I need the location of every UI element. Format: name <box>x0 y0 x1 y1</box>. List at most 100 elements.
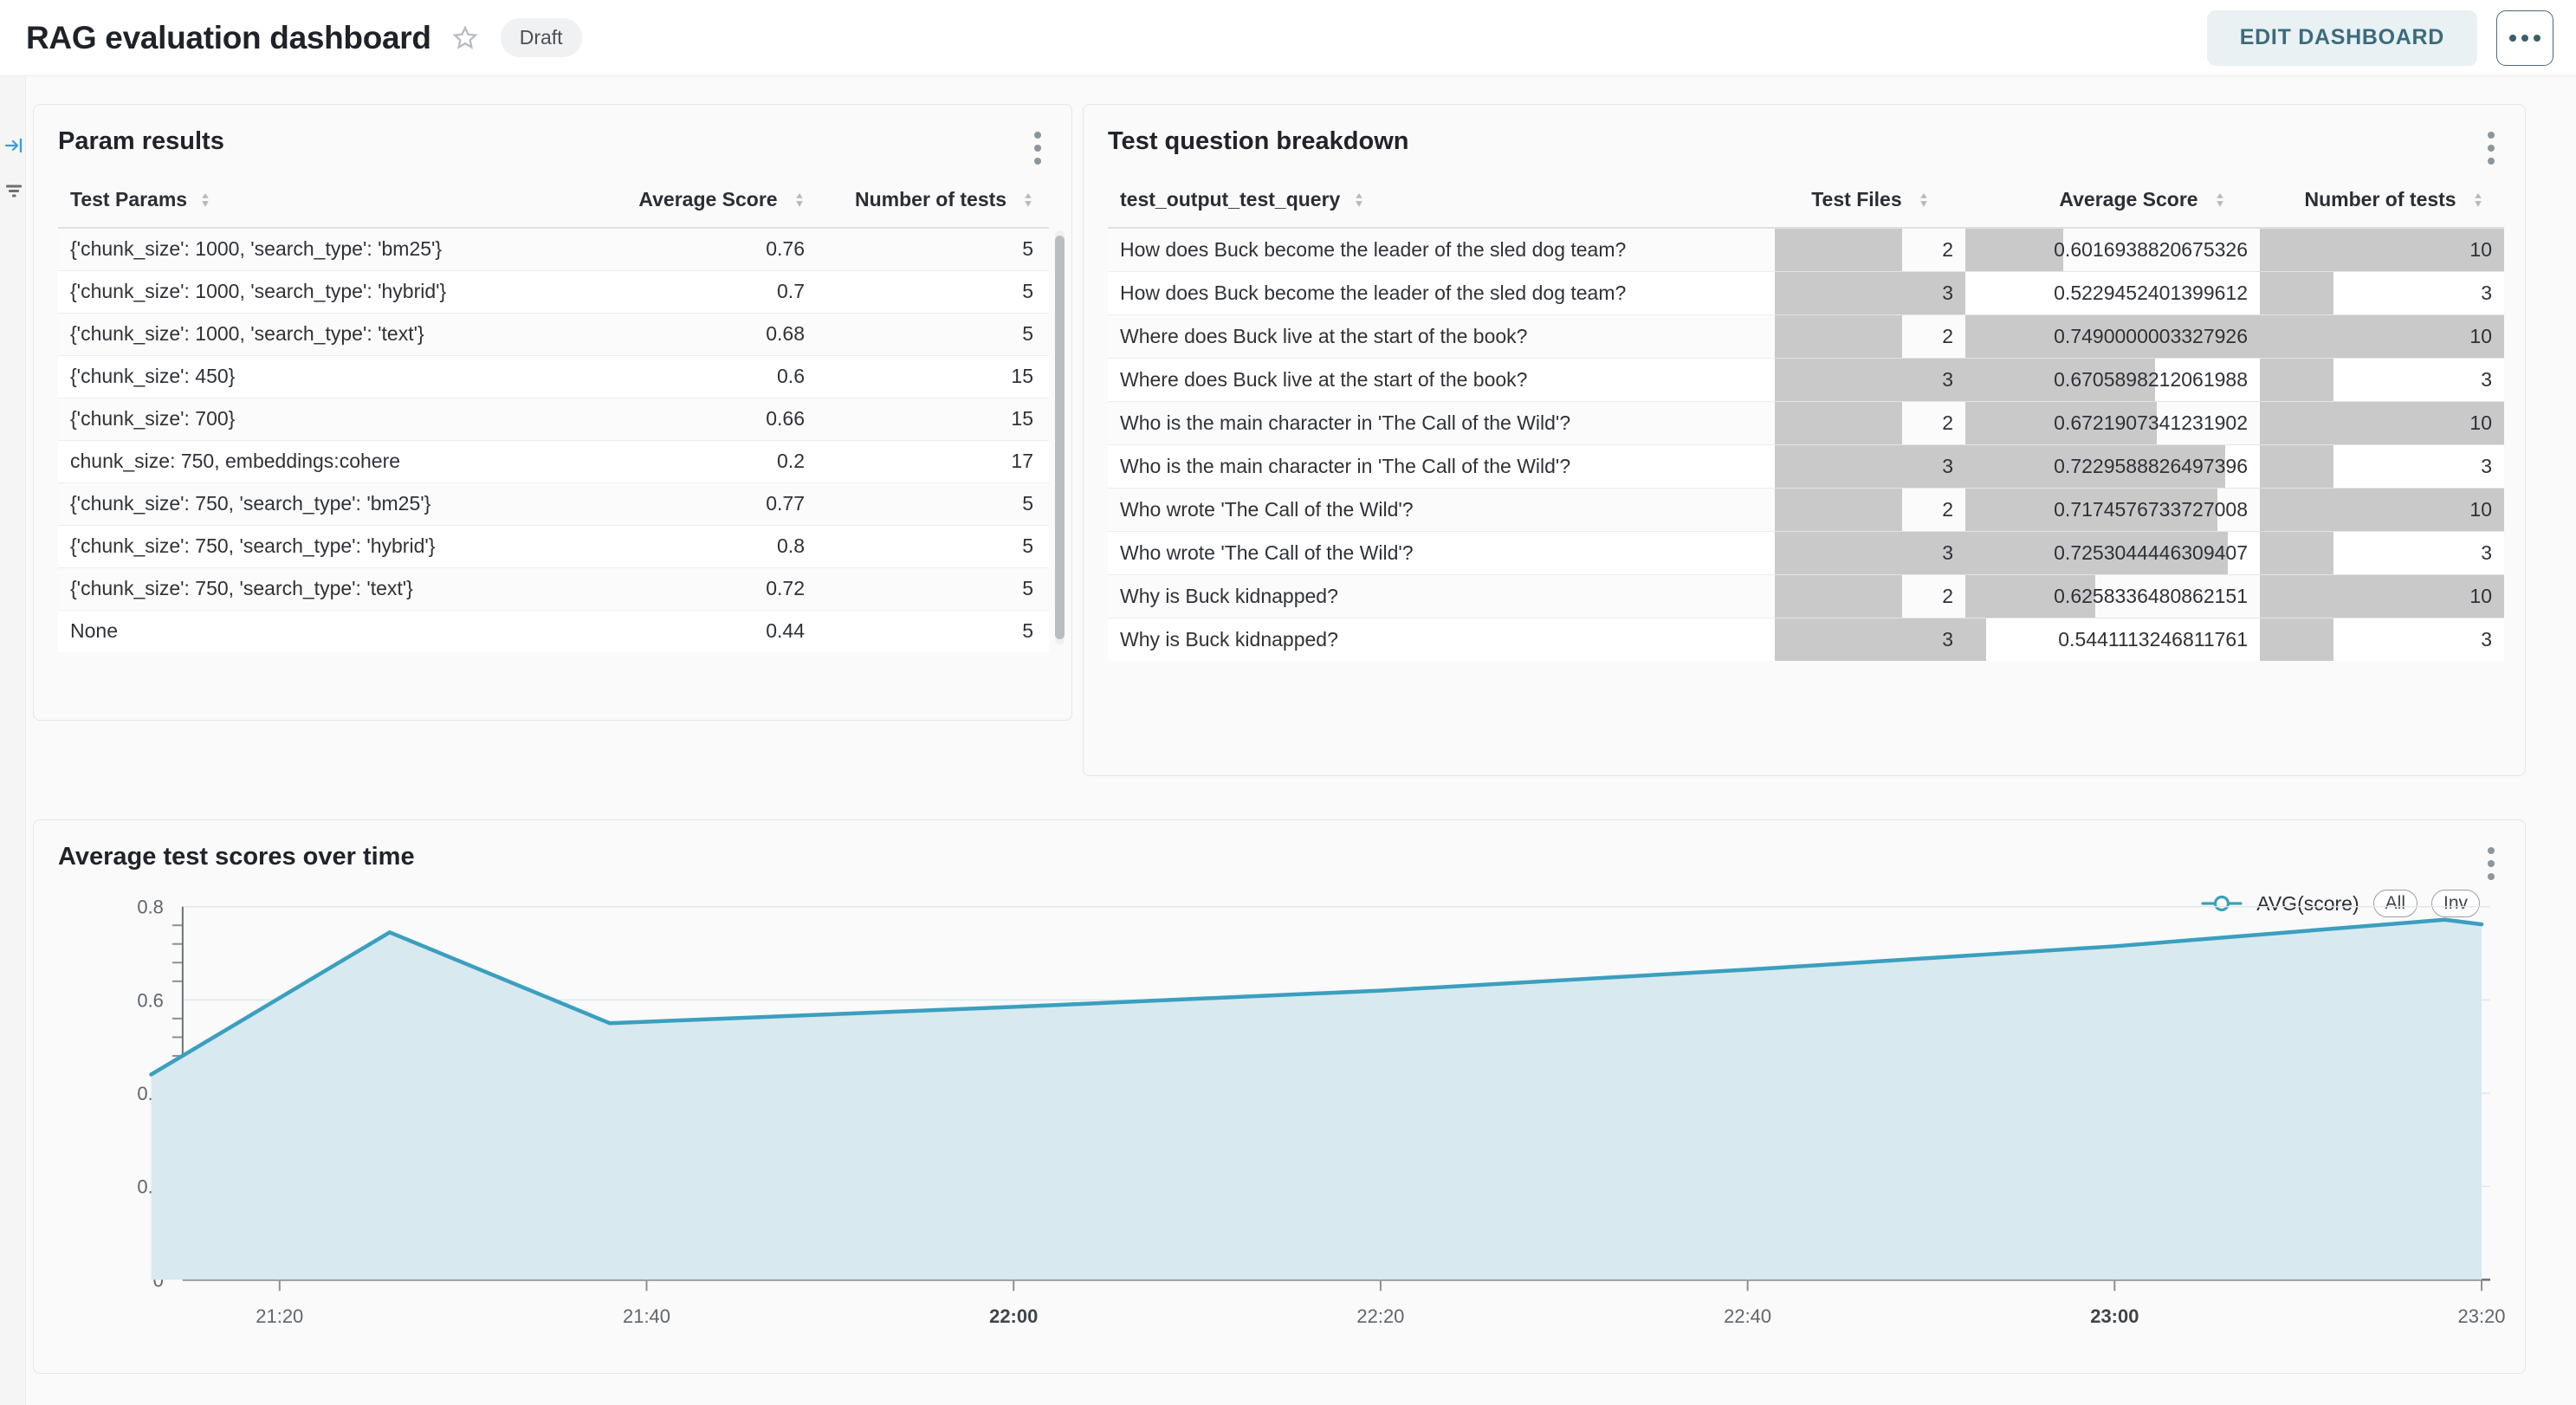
table-row[interactable]: {'chunk_size': 1000, 'search_type': 'tex… <box>58 312 1049 355</box>
x-tick-label: 21:20 <box>256 1305 303 1327</box>
x-tick-label: 22:40 <box>1724 1305 1771 1327</box>
cell-bar <box>1965 575 2095 618</box>
cell-average-score: 0.68 <box>595 312 855 355</box>
x-tick-label: 21:40 <box>623 1305 670 1327</box>
x-tick-label: 23:20 <box>2458 1305 2506 1327</box>
table-row[interactable]: Who is the main character in 'The Call o… <box>1108 444 2504 489</box>
table-row[interactable]: {'chunk_size': 700} 0.66 15 <box>58 397 1049 440</box>
cell-value: 0.7253044446309407 <box>2054 541 2248 564</box>
cell-test-query: Who is the main character in 'The Call o… <box>1108 444 1775 489</box>
cell-value: 0.6721907341231902 <box>2054 411 2248 434</box>
table-row[interactable]: How does Buck become the leader of the s… <box>1108 227 2504 272</box>
test-question-breakdown-menu-button[interactable] <box>2480 129 2502 167</box>
cell-bar <box>2260 359 2333 401</box>
table-row[interactable]: None 0.44 5 <box>58 609 1049 652</box>
more-options-button[interactable] <box>2496 10 2553 66</box>
expand-panel-icon[interactable] <box>3 135 24 156</box>
table-row[interactable]: Where does Buck live at the start of the… <box>1108 314 2504 359</box>
column-header-test-files[interactable]: Test Files <box>1775 188 1965 228</box>
column-header-number-of-tests[interactable]: Number of tests <box>2260 188 2504 228</box>
sort-arrows-icon <box>200 190 214 213</box>
vertical-dots-icon-dot <box>2488 847 2495 854</box>
breakdown-table-wrap: test_output_test_query Test Files Averag… <box>1108 188 2504 661</box>
cell-bar <box>1965 402 2158 444</box>
edit-dashboard-button[interactable]: EDIT DASHBOARD <box>2206 10 2477 66</box>
cell-bar <box>1775 402 1902 444</box>
vertical-dots-icon-dot <box>2488 873 2495 880</box>
vertical-dots-icon-dot <box>1034 132 1041 139</box>
table-row[interactable]: {'chunk_size': 750, 'search_type': 'bm25… <box>58 482 1049 525</box>
table-row[interactable]: How does Buck become the leader of the s… <box>1108 271 2504 315</box>
chart-menu-button[interactable] <box>2480 845 2502 883</box>
sort-arrows-icon <box>1915 190 1929 213</box>
cell-value: 3 <box>1942 368 1953 391</box>
cell-test-files: 3 <box>1775 444 1965 489</box>
table-row[interactable]: {'chunk_size': 1000, 'search_type': 'hyb… <box>58 269 1049 313</box>
cell-test-params: None <box>58 609 595 652</box>
cell-bar <box>2260 229 2504 271</box>
column-header-average-score[interactable]: Average Score <box>1965 188 2260 228</box>
table-row[interactable]: {'chunk_size': 750, 'search_type': 'text… <box>58 567 1049 610</box>
table-row[interactable]: Who wrote 'The Call of the Wild'? 3 0.7253… <box>1108 531 2504 575</box>
chart-legend: AVG(score) All Inv <box>2201 890 2480 917</box>
cell-test-params: {'chunk_size': 1000, 'search_type': 'bm2… <box>58 227 595 270</box>
cell-number-of-tests: 5 <box>855 524 1049 567</box>
chart-legend-label: AVG(score) <box>2256 891 2359 915</box>
cell-bar <box>1775 489 1902 531</box>
column-header-test-params[interactable]: Test Params <box>58 188 595 228</box>
column-header-number-of-tests[interactable]: Number of tests <box>855 188 1049 228</box>
param-results-title: Param results <box>58 127 224 155</box>
table-row[interactable]: Why is Buck kidnapped? 2 0.625833648086215… <box>1108 574 2504 618</box>
column-header-average-score[interactable]: Average Score <box>595 188 855 228</box>
column-header-test-query[interactable]: test_output_test_query <box>1108 188 1775 228</box>
cell-bar <box>1965 229 2063 271</box>
cell-bar <box>1965 618 1986 661</box>
favorite-star-icon[interactable] <box>450 23 480 53</box>
table-row[interactable]: {'chunk_size': 750, 'search_type': 'hybr… <box>58 524 1049 567</box>
cell-test-params: {'chunk_size': 750, 'search_type': 'text… <box>58 567 595 610</box>
cell-value: 3 <box>1942 541 1953 564</box>
table-row[interactable]: {'chunk_size': 450} 0.6 15 <box>58 354 1049 398</box>
table-row[interactable]: Why is Buck kidnapped? 3 0.544111324681176… <box>1108 618 2504 661</box>
cell-value: 10 <box>2469 411 2492 434</box>
y-tick-label: 0.8 <box>137 897 164 918</box>
param-results-menu-button[interactable] <box>1026 129 1049 167</box>
scrollbar-thumb[interactable] <box>1055 236 1065 639</box>
chart-plot[interactable]: 00.20.40.60.821:20 21:40 22:00 22:20 22:40 23… <box>34 820 2525 1373</box>
cell-bar <box>1775 229 1902 271</box>
legend-inv-button[interactable]: Inv <box>2430 890 2480 917</box>
param-results-table: Test Params Average Score Number of test… <box>58 188 1049 652</box>
cell-number-of-tests: 5 <box>855 567 1049 610</box>
table-row[interactable]: Who is the main character in 'The Call o… <box>1108 401 2504 445</box>
cell-average-score: 0.76 <box>595 227 855 270</box>
cell-number-of-tests: 3 <box>2260 358 2504 402</box>
table-row[interactable]: {'chunk_size': 1000, 'search_type': 'bm2… <box>58 227 1049 270</box>
sort-arrows-icon <box>1019 190 1033 213</box>
cell-value: 2 <box>1942 411 1953 434</box>
left-rail <box>0 76 26 1405</box>
average-scores-chart-card: Average test scores over time AVG(score)… <box>33 819 2526 1374</box>
cell-bar <box>2260 272 2333 314</box>
legend-all-button[interactable]: All <box>2372 890 2417 917</box>
param-results-scrollbar[interactable] <box>1055 230 1065 644</box>
dashboard-body: Param results Test Params Average Score <box>0 76 2576 1405</box>
cell-bar <box>2260 489 2504 531</box>
filter-icon[interactable] <box>3 180 24 201</box>
cell-bar <box>1775 618 1965 661</box>
table-row[interactable]: chunk_size: 750, embeddings:cohere 0.2 17 <box>58 439 1049 482</box>
cell-value: 10 <box>2469 498 2492 521</box>
x-tick-label: 22:00 <box>989 1305 1038 1327</box>
table-row[interactable]: Who wrote 'The Call of the Wild'? 2 0.7174… <box>1108 488 2504 532</box>
cell-value: 0.7490000003327926 <box>2054 325 2248 347</box>
cell-number-of-tests: 5 <box>855 482 1049 525</box>
table-row[interactable]: Where does Buck live at the start of the… <box>1108 358 2504 402</box>
vertical-dots-icon-dot <box>1034 145 1041 152</box>
cell-test-files: 2 <box>1775 401 1965 445</box>
cell-average-score: 0.6721907341231902 <box>1965 401 2260 445</box>
cell-number-of-tests: 15 <box>855 397 1049 440</box>
cell-average-score: 0.6258336480862151 <box>1965 574 2260 618</box>
cell-test-query: Where does Buck live at the start of the… <box>1108 314 1775 359</box>
cell-number-of-tests: 3 <box>2260 271 2504 315</box>
series-line-avg-score[interactable] <box>149 917 2484 1077</box>
cell-value: 3 <box>2481 455 2492 477</box>
